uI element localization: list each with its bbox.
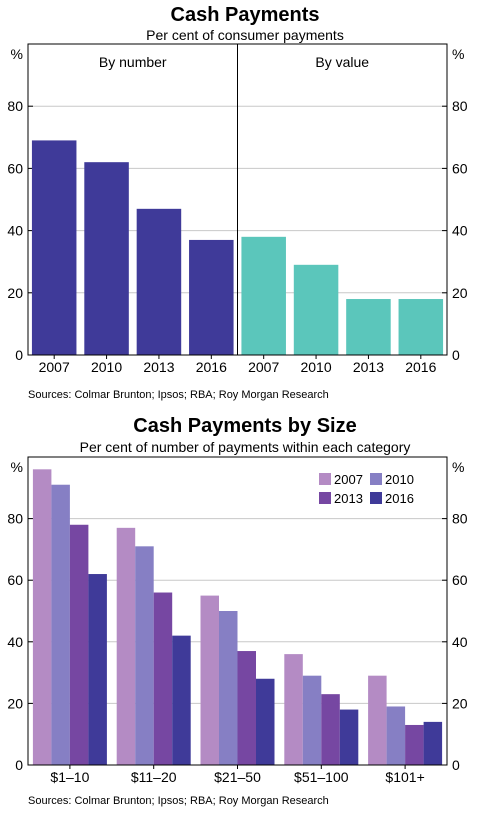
legend-swatch	[370, 473, 382, 485]
bar	[116, 527, 136, 765]
bar	[256, 678, 275, 765]
x-tick-label: 2007	[39, 359, 70, 375]
y-tick-label-left: 0	[15, 757, 23, 773]
bar	[189, 239, 234, 355]
x-tick-label: $51–100	[294, 769, 349, 785]
source-note: Sources: Colmar Brunton; Ipsos; RBA; Roy…	[28, 795, 329, 807]
y-unit-right: %	[452, 46, 464, 62]
y-tick-label-left: 80	[7, 98, 23, 114]
bar	[219, 611, 238, 765]
bar	[237, 651, 256, 765]
bar	[84, 162, 129, 355]
y-tick-label-right: 60	[452, 572, 468, 588]
legend-label: 2007	[334, 472, 363, 487]
legend-label: 2013	[334, 491, 363, 506]
legend-label: 2010	[385, 472, 414, 487]
y-tick-label-right: 0	[452, 757, 460, 773]
bar	[398, 299, 444, 355]
y-tick-label-left: 20	[7, 695, 23, 711]
bar	[172, 635, 191, 765]
bar	[69, 524, 89, 765]
y-tick-label-right: 60	[452, 160, 468, 176]
y-tick-label-right: 0	[452, 347, 460, 363]
y-tick-label-right: 80	[452, 511, 468, 527]
source-note: Sources: Colmar Brunton; Ipsos; RBA; Roy…	[28, 389, 329, 401]
bar	[423, 721, 443, 765]
bar	[302, 675, 322, 765]
y-tick-label-right: 40	[452, 223, 468, 239]
legend-swatch	[370, 492, 382, 504]
legend-swatch	[319, 473, 331, 485]
x-tick-label: 2013	[143, 359, 174, 375]
chart-subtitle: Per cent of consumer payments	[146, 27, 344, 43]
bar	[32, 469, 52, 765]
x-tick-label: 2010	[91, 359, 122, 375]
panel-label: By value	[315, 54, 369, 70]
x-tick-label: $101+	[385, 769, 424, 785]
plot-border	[27, 456, 448, 766]
y-tick-label-left: 80	[7, 511, 23, 527]
legend-swatch	[319, 492, 331, 504]
y-tick-label-left: 20	[7, 285, 23, 301]
x-tick-label: 2016	[196, 359, 227, 375]
bar	[200, 595, 219, 765]
x-tick-label: 2010	[300, 359, 331, 375]
y-tick-label-left: 60	[7, 160, 23, 176]
plot-border	[27, 43, 448, 356]
y-tick-label-right: 20	[452, 285, 468, 301]
y-tick-label-left: 40	[7, 634, 23, 650]
y-unit-left: %	[11, 459, 23, 475]
bar	[405, 724, 424, 765]
x-tick-label: 2016	[405, 359, 436, 375]
y-unit-right: %	[452, 459, 464, 475]
bar	[136, 208, 182, 355]
y-tick-label-left: 0	[15, 347, 23, 363]
bar	[241, 236, 286, 355]
chart-subtitle: Per cent of number of payments within ea…	[80, 439, 411, 455]
x-tick-label: 2007	[248, 359, 279, 375]
x-tick-label: $11–20	[131, 769, 177, 785]
y-tick-label-right: 40	[452, 634, 468, 650]
bar	[51, 484, 70, 765]
y-unit-left: %	[11, 46, 23, 62]
bar	[135, 546, 154, 765]
bar	[321, 694, 340, 765]
chart-title: Cash Payments	[171, 4, 320, 26]
bar	[386, 706, 406, 765]
bar	[31, 140, 77, 355]
y-tick-label-left: 40	[7, 223, 23, 239]
y-tick-label-right: 80	[452, 98, 468, 114]
bar	[339, 709, 359, 765]
x-tick-label: 2013	[353, 359, 384, 375]
bar	[284, 654, 303, 765]
bar	[88, 574, 107, 765]
bar	[153, 592, 173, 765]
bar	[346, 299, 391, 355]
bar	[368, 675, 387, 765]
panel-label: By number	[99, 54, 167, 70]
bar	[293, 264, 339, 355]
x-tick-label: $21–50	[214, 769, 261, 785]
y-tick-label-left: 60	[7, 572, 23, 588]
x-tick-label: $1–10	[50, 769, 89, 785]
chart-title: Cash Payments by Size	[133, 415, 356, 437]
y-tick-label-right: 20	[452, 695, 468, 711]
legend-label: 2016	[385, 491, 414, 506]
